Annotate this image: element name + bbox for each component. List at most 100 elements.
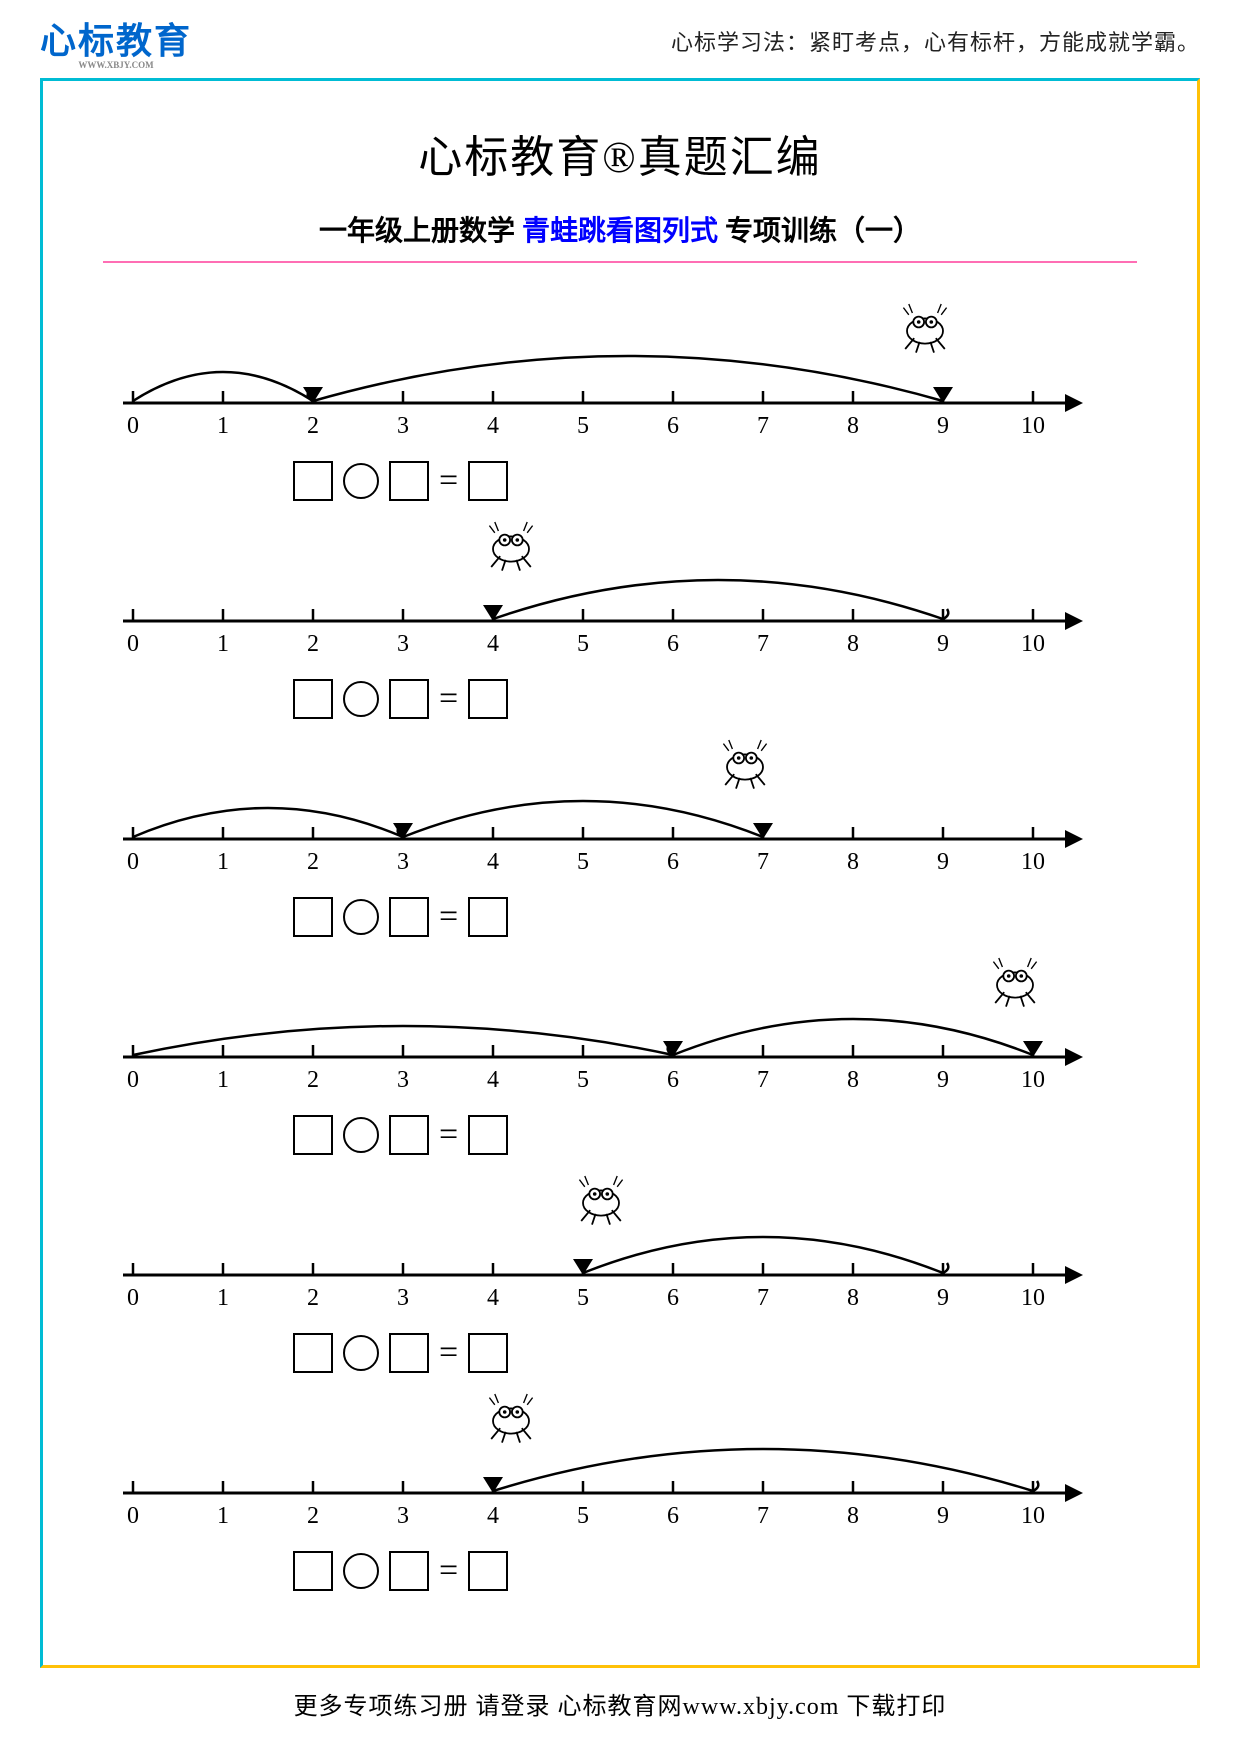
svg-text:2: 2	[307, 413, 319, 439]
equation-blank: =	[293, 461, 1127, 501]
operator-circle[interactable]	[343, 1553, 379, 1589]
svg-text:10: 10	[1021, 1503, 1045, 1529]
svg-text:2: 2	[307, 849, 319, 875]
operand-box-2[interactable]	[389, 1333, 429, 1373]
subtitle-highlight: 青蛙跳看图列式	[522, 216, 718, 247]
equals-sign: =	[439, 1116, 458, 1154]
result-box[interactable]	[468, 1551, 508, 1591]
operator-circle[interactable]	[343, 899, 379, 935]
svg-text:10: 10	[1021, 631, 1045, 657]
svg-text:1: 1	[217, 1285, 229, 1311]
header-bar: 心标教育 WWW.XBJY.COM 心标学习法：紧盯考点，心有标杆，方能成就学霸…	[0, 0, 1240, 78]
problem-4: 012345678910 =	[113, 947, 1127, 1155]
operand-box-2[interactable]	[389, 897, 429, 937]
operand-box-1[interactable]	[293, 679, 333, 719]
result-box[interactable]	[468, 679, 508, 719]
svg-text:1: 1	[217, 1067, 229, 1093]
operand-box-2[interactable]	[389, 1551, 429, 1591]
svg-text:4: 4	[487, 413, 499, 439]
svg-text:9: 9	[937, 631, 949, 657]
logo-text: 心标教育	[40, 21, 192, 61]
svg-text:0: 0	[127, 631, 139, 657]
svg-text:8: 8	[847, 849, 859, 875]
svg-text:8: 8	[847, 1503, 859, 1529]
svg-text:9: 9	[937, 1067, 949, 1093]
svg-text:8: 8	[847, 631, 859, 657]
operator-circle[interactable]	[343, 681, 379, 717]
svg-text:8: 8	[847, 1285, 859, 1311]
page-frame: 心标教育®真题汇编 一年级上册数学 青蛙跳看图列式 专项训练（一） 0 1 2 3 4 5…	[40, 78, 1200, 1668]
svg-text:1: 1	[217, 413, 229, 439]
svg-text:5: 5	[577, 1503, 589, 1529]
operand-box-1[interactable]	[293, 461, 333, 501]
equation-blank: =	[293, 1115, 1127, 1155]
logo-subtext: WWW.XBJY.COM	[40, 60, 192, 70]
svg-text:8: 8	[847, 1067, 859, 1093]
svg-text:5: 5	[577, 631, 589, 657]
operand-box-2[interactable]	[389, 461, 429, 501]
problem-2: 012345678910 =	[113, 511, 1127, 719]
operand-box-2[interactable]	[389, 679, 429, 719]
result-box[interactable]	[468, 461, 508, 501]
divider	[103, 261, 1137, 263]
svg-text:7: 7	[757, 1503, 769, 1529]
operand-box-1[interactable]	[293, 897, 333, 937]
svg-text:6: 6	[667, 631, 679, 657]
problem-6: 012345678910 =	[113, 1383, 1127, 1591]
number-line-diagram: 012345678910	[113, 947, 1093, 1107]
svg-text:5: 5	[577, 849, 589, 875]
equals-sign: =	[439, 1334, 458, 1372]
svg-text:2: 2	[307, 1503, 319, 1529]
subtitle: 一年级上册数学 青蛙跳看图列式 专项训练（一）	[83, 209, 1157, 249]
svg-text:0: 0	[127, 413, 139, 439]
operand-box-1[interactable]	[293, 1551, 333, 1591]
svg-text:1: 1	[217, 631, 229, 657]
operand-box-2[interactable]	[389, 1115, 429, 1155]
equals-sign: =	[439, 462, 458, 500]
svg-text:3: 3	[397, 1285, 409, 1311]
equation-blank: =	[293, 679, 1127, 719]
svg-text:4: 4	[487, 849, 499, 875]
svg-text:10: 10	[1021, 849, 1045, 875]
svg-text:5: 5	[577, 1067, 589, 1093]
number-line-diagram: 012345678910	[113, 1165, 1093, 1325]
operator-circle[interactable]	[343, 1117, 379, 1153]
equation-blank: =	[293, 1333, 1127, 1373]
svg-text:4: 4	[487, 1067, 499, 1093]
result-box[interactable]	[468, 1115, 508, 1155]
svg-text:3: 3	[397, 1067, 409, 1093]
result-box[interactable]	[468, 897, 508, 937]
subtitle-left: 一年级上册数学	[319, 216, 515, 247]
svg-text:0: 0	[127, 1503, 139, 1529]
page-title: 心标教育®真题汇编	[83, 121, 1157, 185]
svg-text:7: 7	[757, 631, 769, 657]
equation-blank: =	[293, 897, 1127, 937]
result-box[interactable]	[468, 1333, 508, 1373]
operand-box-1[interactable]	[293, 1333, 333, 1373]
operand-box-1[interactable]	[293, 1115, 333, 1155]
number-line-diagram: 012345678910	[113, 293, 1093, 453]
svg-text:4: 4	[487, 1285, 499, 1311]
operator-circle[interactable]	[343, 463, 379, 499]
svg-text:10: 10	[1021, 413, 1045, 439]
svg-text:3: 3	[397, 631, 409, 657]
subtitle-right: 专项训练（一）	[725, 216, 921, 247]
svg-text:9: 9	[937, 849, 949, 875]
svg-text:5: 5	[577, 1285, 589, 1311]
svg-text:3: 3	[397, 1503, 409, 1529]
svg-text:6: 6	[667, 413, 679, 439]
svg-text:6: 6	[667, 1285, 679, 1311]
problem-3: 012345678910 =	[113, 729, 1127, 937]
svg-text:2: 2	[307, 631, 319, 657]
problem-1: 012345678910 =	[113, 293, 1127, 501]
svg-text:1: 1	[217, 849, 229, 875]
problems-container: 012345678910 = 012345678910 =	[83, 293, 1157, 1591]
svg-text:9: 9	[937, 1503, 949, 1529]
svg-text:6: 6	[667, 849, 679, 875]
svg-text:7: 7	[757, 413, 769, 439]
svg-text:6: 6	[667, 1503, 679, 1529]
svg-text:9: 9	[937, 1285, 949, 1311]
svg-text:7: 7	[757, 849, 769, 875]
operator-circle[interactable]	[343, 1335, 379, 1371]
equation-blank: =	[293, 1551, 1127, 1591]
